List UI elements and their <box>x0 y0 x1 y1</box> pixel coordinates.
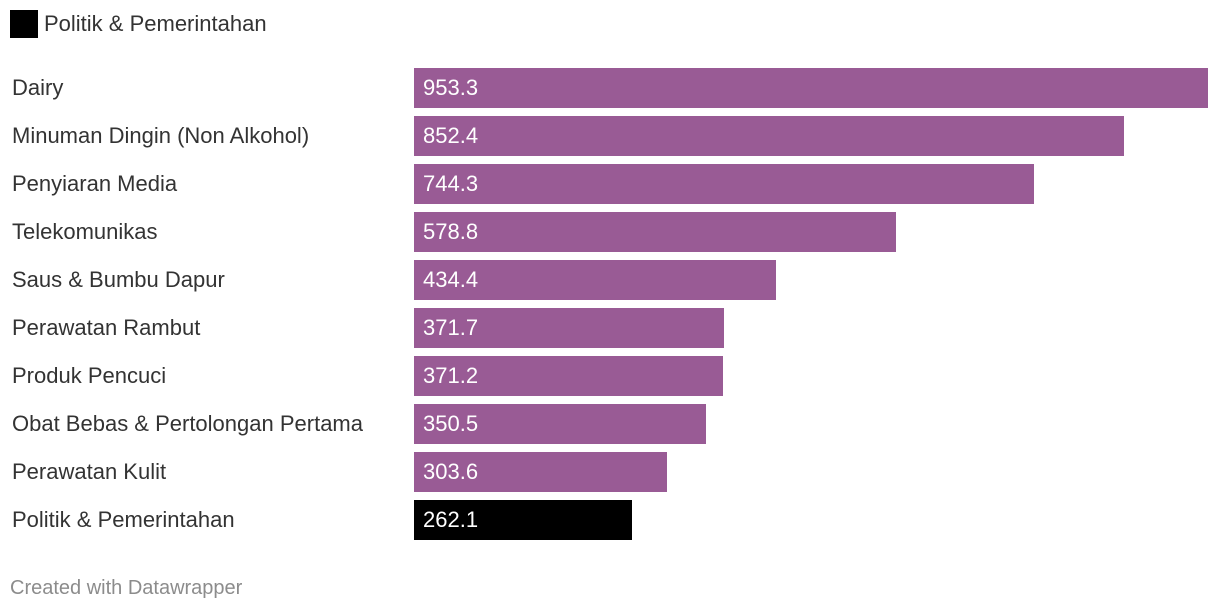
legend-swatch <box>10 10 38 38</box>
category-label: Perawatan Kulit <box>12 459 167 484</box>
bar <box>414 212 896 252</box>
bar <box>414 308 724 348</box>
bar-value-label: 350.5 <box>423 411 479 436</box>
category-label: Perawatan Rambut <box>12 315 201 340</box>
bar <box>414 452 667 492</box>
bar <box>414 116 1124 156</box>
category-label: Obat Bebas & Pertolongan Pertama <box>12 411 363 436</box>
bar <box>414 68 1208 108</box>
bar-value-label: 744.3 <box>423 171 479 196</box>
category-label: Politik & Pemerintahan <box>12 507 235 532</box>
category-label: Saus & Bumbu Dapur <box>12 267 225 292</box>
legend-label: Politik & Pemerintahan <box>44 11 267 36</box>
chart-legend: Politik & Pemerintahan <box>10 10 267 38</box>
bar <box>414 260 776 300</box>
bar-value-label: 434.4 <box>423 267 479 292</box>
bar-value-label: 262.1 <box>423 507 479 532</box>
category-label: Penyiaran Media <box>12 171 178 196</box>
bar-value-label: 303.6 <box>423 459 479 484</box>
bar-value-label: 852.4 <box>423 123 479 148</box>
bar-value-label: 578.8 <box>423 219 479 244</box>
bar-value-label: 371.7 <box>423 315 479 340</box>
bar <box>414 404 706 444</box>
bar-value-label: 953.3 <box>423 75 479 100</box>
category-label: Produk Pencuci <box>12 363 167 388</box>
bar <box>414 500 632 540</box>
bar <box>414 356 723 396</box>
category-label: Telekomunikas <box>12 219 158 244</box>
category-label: Minuman Dingin (Non Alkohol) <box>12 123 310 148</box>
category-label: Dairy <box>12 75 64 100</box>
bar <box>414 164 1034 204</box>
datawrapper-credit[interactable]: Created with Datawrapper <box>10 577 243 599</box>
bar-value-label: 371.2 <box>423 363 479 388</box>
